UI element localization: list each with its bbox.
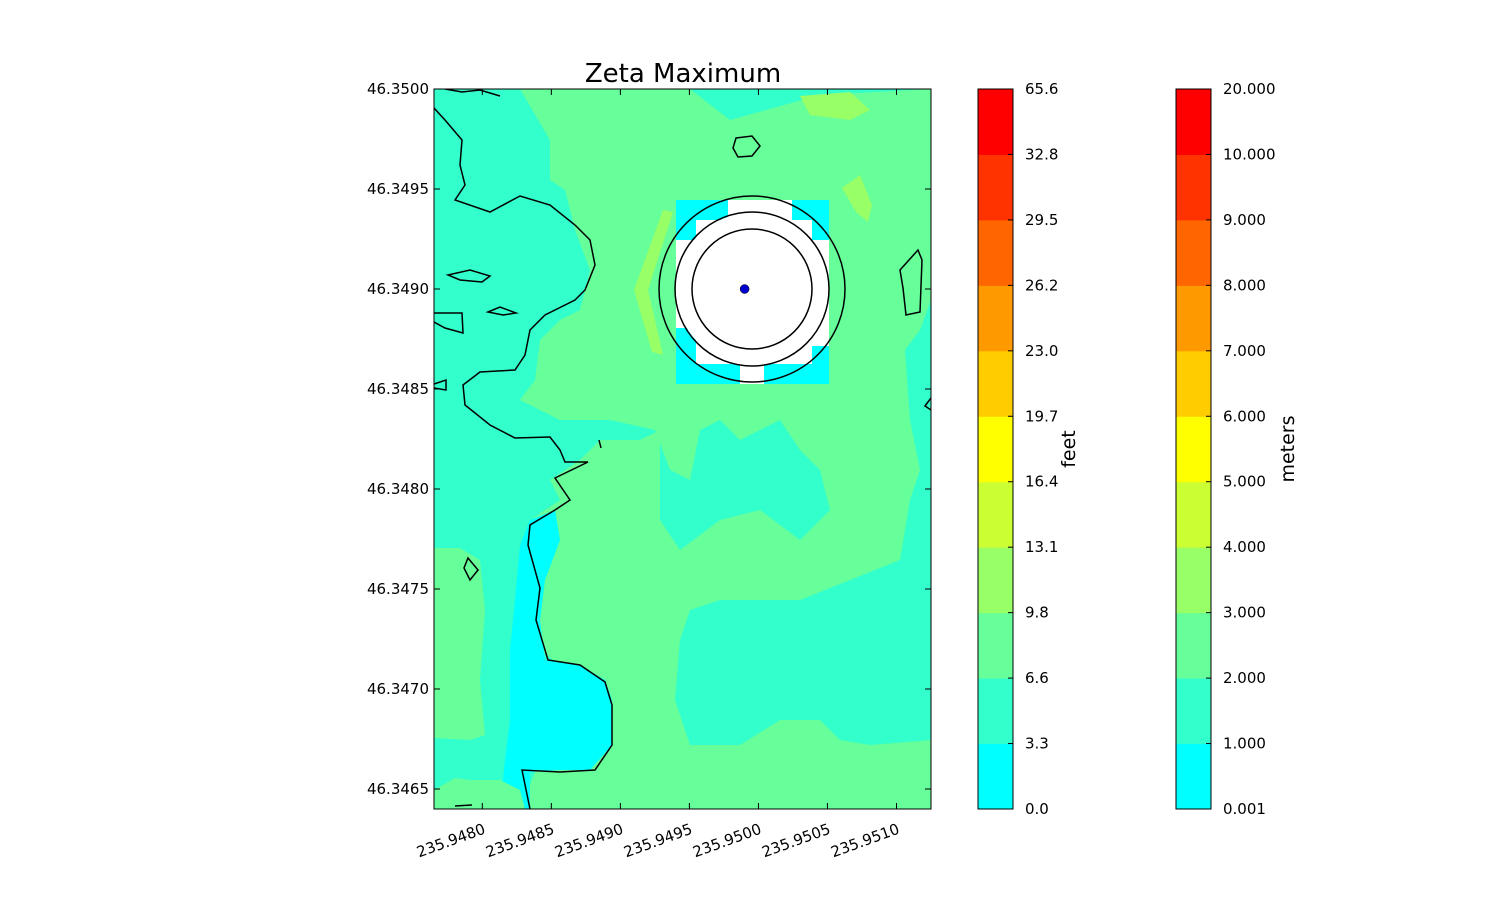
contour-ring-3 [691, 228, 813, 350]
chart-title: Zeta Maximum [585, 59, 781, 89]
contour-right [899, 248, 923, 316]
contour-main [434, 89, 613, 809]
colorbar-segment [978, 89, 1013, 155]
field-level-3to4-right [842, 175, 872, 222]
y-axis-ticks: 46.3465 46.3470 46.3475 46.3480 46.3485 46.34… [367, 80, 931, 798]
colorbar-tick-label: 10.000 [1223, 145, 1276, 163]
y-tick-label: 46.3475 [367, 580, 429, 598]
colorbar-segment [978, 481, 1013, 548]
colorbar-segment [1176, 89, 1211, 155]
colorbar-tick-label: 0.0 [1025, 800, 1049, 818]
colorbar-tick-label: 9.000 [1223, 211, 1266, 229]
colorbar-tick-label: 19.7 [1025, 407, 1058, 425]
colorbar-segment [978, 612, 1013, 679]
contour-island-1 [445, 269, 492, 283]
gauge-point-marker [739, 284, 750, 294]
colorbar-tick-label: 13.1 [1025, 538, 1058, 556]
contour-left-1 [434, 312, 464, 335]
colorbar-tick-label: 1.000 [1223, 735, 1266, 753]
colorbar-segment [978, 350, 1013, 417]
mask-disc [676, 213, 828, 365]
contour-ring-2 [674, 211, 830, 367]
field-level-2to3-left [434, 548, 485, 740]
colorbar-segment [1176, 481, 1211, 548]
y-tick-label: 46.3480 [367, 480, 429, 498]
colorbar-segment [978, 678, 1013, 745]
colorbar-tick-label: 65.6 [1025, 80, 1058, 98]
field-level-2to3-bottom [434, 778, 525, 809]
colorbar-tick-label: 32.8 [1025, 145, 1058, 163]
colorbar-label: feet [1058, 430, 1080, 468]
field-level-0to1 [500, 510, 612, 809]
colorbar-tick-label: 7.000 [1223, 342, 1266, 360]
y-tick-label: 46.3470 [367, 680, 429, 698]
contour-right-edge [923, 397, 931, 411]
plot-area [434, 89, 931, 809]
y-tick-label: 46.3500 [367, 80, 429, 98]
colorbar-segment [1176, 285, 1211, 352]
x-tick-label: 235.9490 [552, 820, 625, 861]
colorbar-tick-label: 26.2 [1025, 276, 1058, 294]
colorbar-segment [978, 416, 1013, 483]
colorbar-segment [978, 285, 1013, 352]
colorbar-tick-label: 20.000 [1223, 80, 1276, 98]
mask-corner-tl2 [676, 200, 696, 240]
x-tick-label: 235.9510 [828, 820, 901, 861]
y-tick-label: 46.3465 [367, 780, 429, 798]
colorbar-segment [978, 547, 1013, 614]
x-tick-label: 235.9480 [414, 820, 487, 861]
x-tick-label: 235.9505 [759, 820, 832, 861]
colorbar-segment [1176, 743, 1211, 810]
colorbar-tick-label: 6.000 [1223, 407, 1266, 425]
colorbar-segment [1176, 612, 1211, 679]
contour-left-4 [454, 804, 473, 807]
colorbar-tick-label: 8.000 [1223, 276, 1266, 294]
contour-lines [434, 89, 931, 809]
colorbar-tick-label: 16.4 [1025, 473, 1058, 491]
colorbar-frame [977, 88, 1014, 810]
colorbar-segment [978, 743, 1013, 810]
colorbar-tick-label: 0.001 [1223, 800, 1266, 818]
colorbar-tick-label: 3.3 [1025, 735, 1049, 753]
colorbar-tick-label: 4.000 [1223, 538, 1266, 556]
y-tick-label: 46.3490 [367, 280, 429, 298]
colorbar-segment [978, 154, 1013, 221]
y-tick-label: 46.3495 [367, 180, 429, 198]
colorbar-tick-label: 2.000 [1223, 669, 1266, 687]
colorbar-segment [1176, 547, 1211, 614]
mask-corner-bl2 [676, 364, 740, 384]
colorbar-tick-label: 23.0 [1025, 342, 1058, 360]
colorbar-tick-label: 3.000 [1223, 604, 1266, 622]
contour-blob-top [732, 135, 761, 158]
plot-frame [433, 88, 932, 810]
x-tick-label: 235.9500 [690, 820, 763, 861]
x-tick-label: 235.9495 [621, 820, 694, 861]
colorbar-tick-label: 5.000 [1223, 473, 1266, 491]
colorbar-frame [1175, 88, 1212, 810]
colorbar-tick-label: 29.5 [1025, 211, 1058, 229]
colorbar-segment [978, 219, 1013, 286]
contour-island-2 [485, 306, 519, 316]
colorbar-segment [1176, 219, 1211, 286]
colorbar-label: meters [1277, 415, 1299, 482]
field-level-3to4-crescent [634, 210, 673, 355]
contour-left-3 [463, 556, 479, 582]
colorbar-tick-label: 9.8 [1025, 604, 1049, 622]
colorbar-tick-label: 6.6 [1025, 669, 1049, 687]
colorbar-feet: 0.0 3.3 6.6 9.8 13.1 16.4 19.7 23.0 26.2 29.5 32.8… [977, 80, 1080, 818]
colorbar-meters: 0.001 1.000 2.000 3.000 4.000 5.000 6.000 7.000… [1175, 80, 1299, 818]
colorbar-segment [1176, 678, 1211, 745]
contour-speck [598, 439, 602, 449]
y-tick-label: 46.3485 [367, 380, 429, 398]
field-level-3to4-top [800, 92, 870, 120]
colorbar-segment [1176, 154, 1211, 221]
colorbar-segment [1176, 350, 1211, 417]
x-tick-label: 235.9485 [483, 820, 556, 861]
contour-ring-1 [658, 195, 846, 383]
colorbar-segment [1176, 416, 1211, 483]
